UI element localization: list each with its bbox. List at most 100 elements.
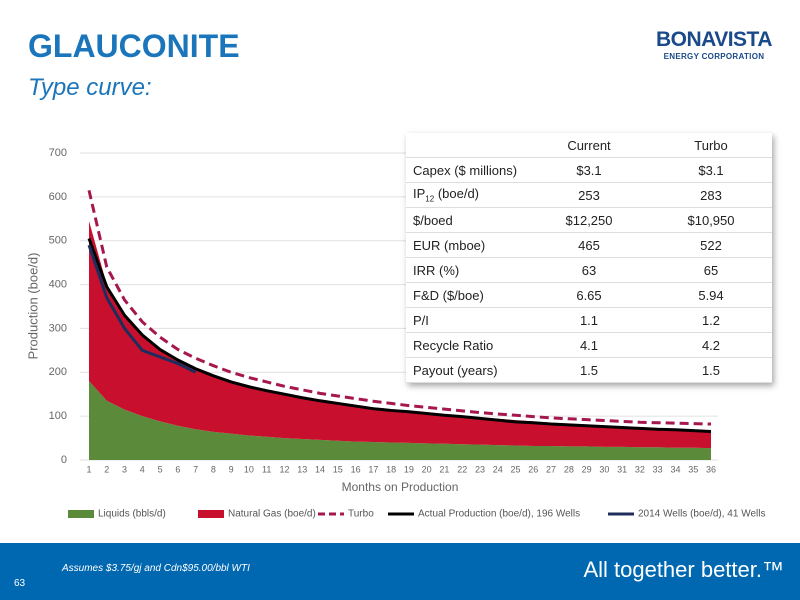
x-tick-label: 13 [297, 464, 307, 474]
cell: 1.5 [650, 357, 772, 383]
cell: $3.1 [528, 157, 650, 183]
cell: $10,950 [650, 207, 772, 233]
line [87, 244, 197, 374]
row: Capex ($ millions) $3.1 $3.1 [406, 157, 772, 183]
x-tick-label: 9 [229, 464, 234, 474]
y-tick-label: 200 [49, 366, 67, 378]
row-label: Recycle Ratio [406, 332, 528, 358]
x-tick-label: 21 [439, 464, 449, 474]
header-row: Current Turbo [406, 133, 772, 158]
area [89, 220, 711, 449]
row: Recycle Ratio 4.1 4.2 [406, 332, 772, 358]
cell: 1.2 [650, 307, 772, 333]
y-tick-label: 600 [49, 191, 67, 203]
x-tick-label: 17 [368, 464, 378, 474]
cell: $12,250 [528, 207, 650, 233]
x-tick-label: 7 [193, 464, 198, 474]
y-tick-label: 700 [49, 147, 67, 159]
header-cell: Current [528, 133, 650, 158]
x-tick-label: 10 [244, 464, 254, 474]
legend-label: Turbo [348, 509, 374, 520]
row: Payout (years) 1.5 1.5 [406, 357, 772, 383]
x-tick-label: 26 [528, 464, 538, 474]
x-tick-label: 8 [211, 464, 216, 474]
row: F&D ($/boe) 6.65 5.94 [406, 282, 772, 308]
footnote: Assumes $3.75/gj and Cdn$95.00/bbl WTI [62, 563, 250, 574]
x-axis-label: Months on Production [342, 480, 459, 494]
x-tick-label: 36 [706, 464, 716, 474]
footer: Assumes $3.75/gj and Cdn$95.00/bbl WTI 6… [0, 543, 800, 600]
row: P/I 1.1 1.2 [406, 307, 772, 333]
x-tick-label: 32 [635, 464, 645, 474]
cell: 1.5 [528, 357, 650, 383]
row-label: $/boed [406, 207, 528, 233]
line [87, 238, 712, 433]
cell: 465 [528, 232, 650, 258]
x-tick-label: 30 [599, 464, 609, 474]
row: IP12 (boe/d) 253 283 [406, 182, 772, 208]
x-tick-label: 18 [386, 464, 396, 474]
x-tick-label: 6 [175, 464, 180, 474]
chart: Production (boe/d) Months on Production … [25, 147, 765, 520]
row-label: Payout (years) [406, 357, 528, 383]
x-tick-label: 5 [158, 464, 163, 474]
cell: $3.1 [650, 157, 772, 183]
page-number: 63 [14, 578, 26, 589]
slide-subtitle: Type curve: [28, 74, 152, 101]
x-tick-label: 20 [422, 464, 432, 474]
logo-sub: ENERGY CORPORATION [663, 52, 765, 61]
x-tick-label: 4 [140, 464, 145, 474]
x-tick-label: 25 [511, 464, 521, 474]
logo: BONAVISTA ENERGY CORPORATION [655, 28, 773, 61]
x-tick-label: 22 [457, 464, 467, 474]
x-tick-label: 11 [262, 464, 271, 474]
slide-title: GLAUCONITE [28, 28, 240, 64]
y-tick-label: 100 [49, 410, 67, 422]
row-label: P/I [406, 307, 528, 333]
row-label: IRR (%) [406, 257, 528, 283]
x-tick-label: 31 [617, 464, 627, 474]
x-tick-label: 16 [351, 464, 361, 474]
cell: 65 [650, 257, 772, 283]
cell: 522 [650, 232, 772, 258]
legend-swatch [198, 510, 224, 518]
x-tick-label: 24 [493, 464, 503, 474]
row-label: F&D ($/boe) [406, 282, 528, 308]
x-tick-label: 29 [582, 464, 592, 474]
x-tick-label: 14 [315, 464, 325, 474]
cell: 1.1 [528, 307, 650, 333]
legend-swatch [68, 510, 94, 518]
legend-label: Liquids (bbls/d) [98, 509, 166, 520]
y-tick-label: 300 [49, 322, 67, 334]
x-tick-label: 2 [104, 464, 109, 474]
x-tick-label: 12 [279, 464, 289, 474]
label-sub: 12 [425, 194, 435, 204]
legend-label: 2014 Wells (boe/d), 41 Wells [638, 509, 765, 520]
cell: 6.65 [528, 282, 650, 308]
y-axis-label: Production (boe/d) [25, 253, 40, 360]
x-tick-label: 28 [564, 464, 574, 474]
y-tick-label: 500 [49, 235, 67, 247]
logo-main: BONAVISTA [655, 28, 773, 51]
x-tick-label: 15 [333, 464, 343, 474]
label-part: (boe/d) [434, 186, 480, 202]
cell: 63 [528, 257, 650, 283]
cell: 4.2 [650, 332, 772, 358]
y-tick-label: 400 [49, 278, 67, 290]
legend-label: Actual Production (boe/d), 196 Wells [418, 509, 580, 520]
x-tick-label: 23 [475, 464, 485, 474]
slogan: All together better.™ [583, 557, 784, 582]
x-tick-label: 3 [122, 464, 127, 474]
header-cell: Turbo [650, 133, 772, 158]
legend-label: Natural Gas (boe/d) [228, 509, 316, 520]
row: IRR (%) 63 65 [406, 257, 772, 283]
x-tick-label: 1 [86, 464, 91, 474]
row: $/boed $12,250 $10,950 [406, 207, 772, 233]
row-label: Capex ($ millions) [406, 157, 528, 183]
x-tick-label: 19 [404, 464, 414, 474]
row-label: EUR (mboe) [406, 232, 528, 258]
label-part: IP [413, 186, 426, 202]
row-label: IP12 (boe/d) [406, 182, 528, 208]
metrics-table: Current Turbo Capex ($ millions) $3.1 $3.1 IP… [406, 133, 772, 383]
